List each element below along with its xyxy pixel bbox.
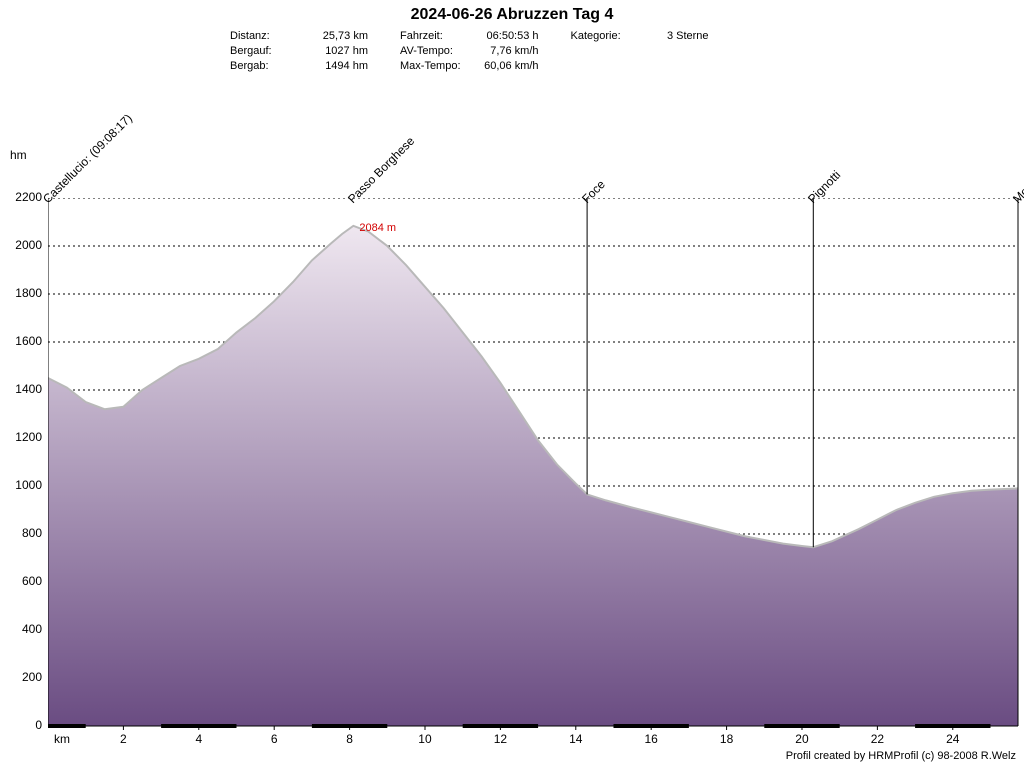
y-tick-label: 1000 <box>2 478 42 492</box>
x-tick-label: 16 <box>636 732 666 746</box>
y-tick-label: 1800 <box>2 286 42 300</box>
x-tick-label: 20 <box>787 732 817 746</box>
x-tick-label: 6 <box>259 732 289 746</box>
stats-table: Distanz:25,73 kmFahrzeit:06:50:53 hKateg… <box>228 28 741 75</box>
chart-title: 2024-06-26 Abruzzen Tag 4 <box>0 6 1024 24</box>
y-tick-label: 1200 <box>2 430 42 444</box>
elevation-profile-plot <box>48 198 1020 734</box>
x-tick-label: 8 <box>335 732 365 746</box>
x-tick-label: 10 <box>410 732 440 746</box>
waypoint-label: Castellucio: (09:08:17) <box>40 111 135 206</box>
y-tick-label: 600 <box>2 574 42 588</box>
y-axis-label: hm <box>10 148 27 162</box>
x-tick-label: 2 <box>108 732 138 746</box>
y-tick-label: 0 <box>2 718 42 732</box>
x-tick-label: 14 <box>561 732 591 746</box>
waypoint-label: Montemonaco <box>1010 142 1024 206</box>
y-tick-label: 1400 <box>2 382 42 396</box>
y-tick-label: 2000 <box>2 238 42 252</box>
x-axis-label: km <box>54 732 70 746</box>
y-tick-label: 1600 <box>2 334 42 348</box>
y-tick-label: 400 <box>2 622 42 636</box>
waypoint-label: Passo Borghese <box>345 134 417 206</box>
x-tick-label: 4 <box>184 732 214 746</box>
y-tick-label: 200 <box>2 670 42 684</box>
x-tick-label: 12 <box>485 732 515 746</box>
x-tick-label: 18 <box>712 732 742 746</box>
x-tick-label: 22 <box>862 732 892 746</box>
chart-container: 2024-06-26 Abruzzen Tag 4 Distanz:25,73 … <box>0 0 1024 768</box>
x-tick-label: 24 <box>938 732 968 746</box>
y-tick-label: 800 <box>2 526 42 540</box>
peak-elevation-label: 2084 m <box>359 222 396 234</box>
footer-credit: Profil created by HRMProfil (c) 98-2008 … <box>786 750 1016 762</box>
y-tick-label: 2200 <box>2 190 42 204</box>
stats-block: Distanz:25,73 kmFahrzeit:06:50:53 hKateg… <box>228 28 741 75</box>
